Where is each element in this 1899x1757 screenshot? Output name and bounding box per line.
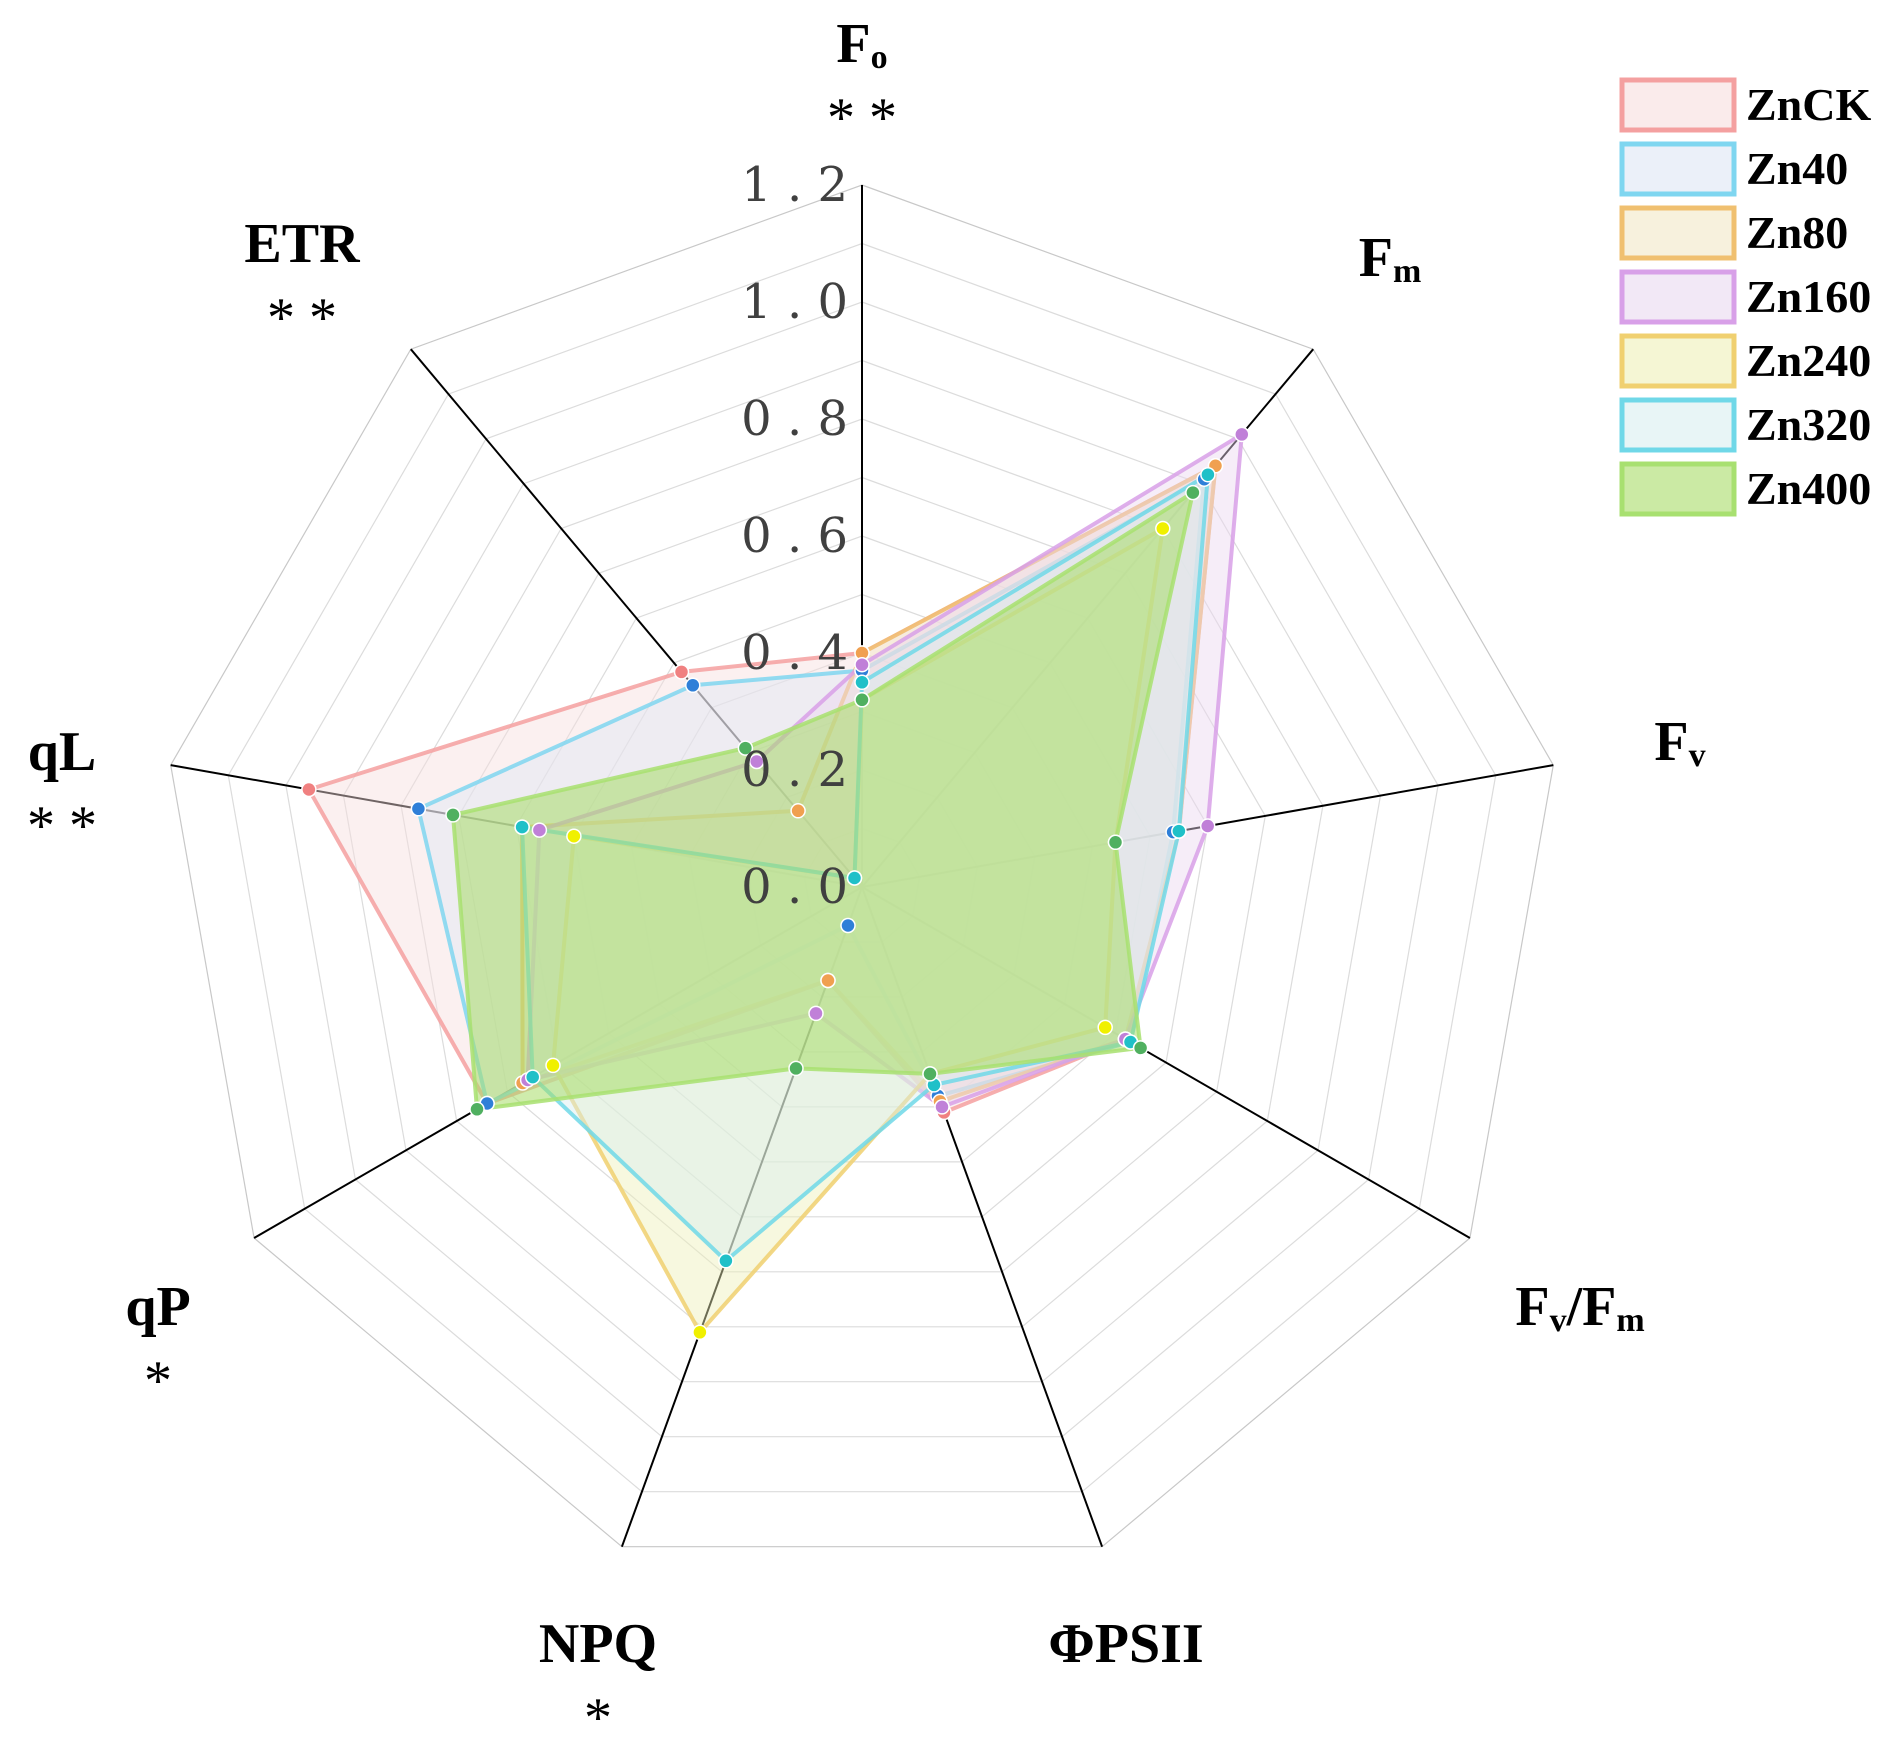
data-point-zn400	[445, 807, 461, 823]
radial-tick-label: 0 . 0	[741, 859, 848, 915]
data-point-zn320	[1171, 823, 1187, 839]
legend-swatch-znck	[1619, 77, 1737, 133]
grid-ring	[170, 184, 1554, 1548]
radial-tick-label: 0 . 6	[741, 508, 848, 564]
axis-label: NPQ	[539, 1613, 657, 1675]
data-point-zn240	[1097, 1019, 1113, 1036]
data-point-zn400	[469, 1101, 485, 1118]
data-point-zn160	[748, 753, 765, 770]
axis-label: qP	[125, 1276, 190, 1338]
data-point-zn40	[840, 917, 856, 934]
radial-tick-labels: 0 . 0 0 . 2 0 . 4 0 . 6 0 . 8 1 . 0 1 . 2	[741, 157, 848, 915]
data-point-zn320	[1200, 466, 1216, 483]
grid-ring	[400, 418, 1324, 1328]
grid-ring	[515, 535, 1209, 1218]
axis-label: Fv	[1654, 711, 1705, 774]
data-point-znck	[301, 781, 317, 798]
data-point-zn320	[524, 1069, 541, 1085]
data-point-zn160	[1199, 818, 1216, 834]
data-point-zn320	[514, 819, 530, 835]
series-area-zn400	[451, 490, 1195, 1112]
data-point-zn240	[1155, 520, 1171, 537]
data-point-zn160	[1234, 426, 1250, 443]
axis-labels: Fo * * Fm Fv Fv/Fm ΦPSII NPQ * qP * qL * * ETR * *	[27, 13, 1706, 1749]
legend-swatch-zn400	[1619, 461, 1737, 517]
grid-ring	[458, 476, 1266, 1273]
axis-label: qL	[28, 721, 97, 783]
data-point-zn320	[854, 674, 870, 691]
legend-swatch-zn320	[1619, 397, 1737, 453]
data-point-zn160	[854, 656, 870, 673]
significance-label: * *	[27, 795, 97, 857]
legend-label-zn80: Zn80	[1746, 207, 1848, 258]
data-point-zn240	[545, 1057, 561, 1074]
data-point-zn240	[566, 828, 582, 844]
data-point-zn400	[1107, 834, 1124, 851]
grid-ring	[342, 359, 1382, 1383]
radial-tick-label: 1 . 2	[741, 157, 848, 213]
series-points	[301, 426, 1250, 1341]
axis-label: Fv/Fm	[1515, 1276, 1644, 1339]
data-point-zn320	[718, 1253, 734, 1269]
data-point-zn160	[808, 1005, 824, 1022]
data-point-zn320	[846, 870, 863, 886]
radial-tick-label: 0 . 2	[741, 742, 848, 798]
axis-label: Fo	[836, 13, 887, 76]
data-point-zn400	[1185, 484, 1201, 501]
radial-tick-label: 1 . 0	[741, 274, 848, 330]
data-point-zn80	[820, 972, 836, 989]
legend-label-zn400: Zn400	[1746, 463, 1871, 514]
data-point-zn240	[692, 1324, 708, 1341]
data-point-zn400	[854, 692, 870, 708]
grid-ring	[227, 242, 1497, 1493]
legend: ZnCK Zn40 Zn80 Zn160 Zn240 Zn320 Zn400	[1619, 77, 1871, 517]
legend-swatch-zn240	[1619, 333, 1737, 389]
legend-swatch-zn160	[1619, 269, 1737, 325]
data-point-zn400	[788, 1060, 804, 1077]
data-point-zn80	[790, 803, 806, 819]
legend-swatch-zn80	[1619, 205, 1737, 261]
data-point-zn40	[410, 801, 427, 817]
series-areas	[306, 432, 1244, 1335]
significance-label: *	[584, 1687, 612, 1749]
significance-label: *	[144, 1350, 172, 1412]
radial-tick-label: 0 . 8	[741, 391, 848, 447]
data-point-zn160	[934, 1099, 950, 1115]
data-point-zn400	[922, 1066, 938, 1082]
radial-tick-label: 0 . 4	[741, 625, 848, 681]
axis-label: ETR	[244, 213, 360, 275]
legend-label-znck: ZnCK	[1746, 79, 1871, 130]
data-point-zn400	[1132, 1040, 1149, 1056]
legend-swatch-zn40	[1619, 141, 1737, 197]
data-point-zn40	[685, 677, 701, 694]
significance-label: * *	[827, 87, 897, 149]
radar-grid	[170, 184, 1554, 1548]
data-point-znck	[673, 664, 690, 680]
grid-ring	[285, 301, 1439, 1438]
data-point-zn400	[737, 740, 754, 756]
axis-label: ΦPSII	[1048, 1613, 1203, 1675]
legend-label-zn240: Zn240	[1746, 335, 1871, 386]
legend-label-zn160: Zn160	[1746, 271, 1871, 322]
data-point-zn160	[531, 822, 548, 838]
legend-label-zn320: Zn320	[1746, 399, 1871, 450]
significance-label: * *	[267, 287, 337, 349]
legend-label-zn40: Zn40	[1746, 143, 1848, 194]
axis-label: Fm	[1359, 227, 1422, 290]
